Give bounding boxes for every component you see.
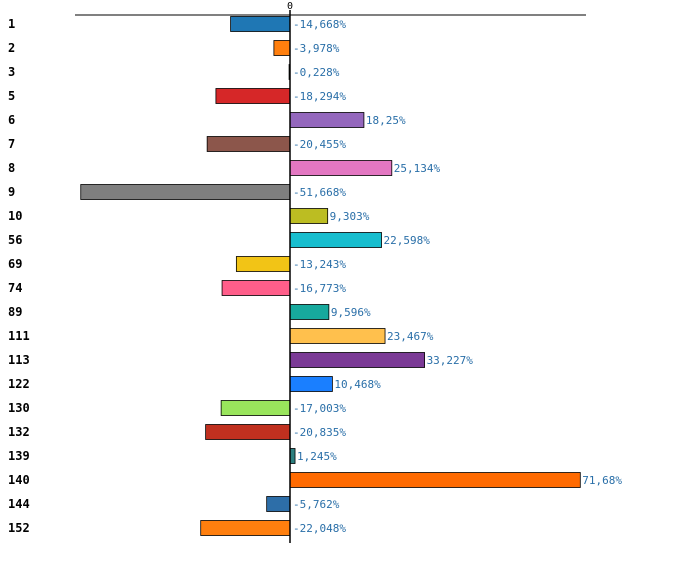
value-label: 1,245% [297, 450, 337, 463]
bar [206, 136, 291, 152]
bar [215, 88, 291, 104]
category-label: 56 [8, 233, 22, 247]
category-label: 139 [8, 449, 30, 463]
value-label: -51,668% [293, 186, 346, 199]
category-label: 130 [8, 401, 30, 415]
category-label: 152 [8, 521, 30, 535]
value-label: -20,835% [293, 426, 346, 439]
value-label: 23,467% [387, 330, 434, 343]
category-label: 122 [8, 377, 30, 391]
category-label: 89 [8, 305, 22, 319]
value-label: 25,134% [394, 162, 441, 175]
bar [220, 400, 291, 416]
category-label: 6 [8, 113, 15, 127]
bar [289, 328, 386, 344]
bar [273, 40, 291, 56]
bar [289, 160, 393, 176]
bar [235, 256, 291, 272]
bar [205, 424, 291, 440]
category-label: 144 [8, 497, 30, 511]
value-label: -18,294% [293, 90, 346, 103]
value-label: 9,303% [330, 210, 370, 223]
value-label: 10,468% [334, 378, 381, 391]
bar [230, 16, 291, 32]
bar [289, 472, 581, 488]
bar [80, 184, 291, 200]
value-label: 33,227% [427, 354, 474, 367]
bar [289, 376, 333, 392]
bar [221, 280, 291, 296]
value-label: 22,598% [384, 234, 431, 247]
category-label: 74 [8, 281, 22, 295]
category-label: 132 [8, 425, 30, 439]
category-label: 3 [8, 65, 15, 79]
value-label: -16,773% [293, 282, 346, 295]
value-label: -5,762% [293, 498, 340, 511]
category-label: 8 [8, 161, 15, 175]
value-label: -17,003% [293, 402, 346, 415]
value-label: 18,25% [366, 114, 406, 127]
value-label: -14,668% [293, 18, 346, 31]
zero-tick-label: 0 [287, 1, 293, 12]
category-label: 5 [8, 89, 15, 103]
bar [289, 208, 329, 224]
value-label: -0,228% [293, 66, 340, 79]
bar [266, 496, 291, 512]
bar [289, 352, 425, 368]
category-label: 113 [8, 353, 30, 367]
category-label: 69 [8, 257, 22, 271]
value-label: -13,243% [293, 258, 346, 271]
category-label: 7 [8, 137, 15, 151]
category-label: 2 [8, 41, 15, 55]
category-label: 1 [8, 17, 15, 31]
value-label: -20,455% [293, 138, 346, 151]
bar [289, 232, 382, 248]
category-label: 9 [8, 185, 15, 199]
category-label: 111 [8, 329, 30, 343]
value-label: -22,048% [293, 522, 346, 535]
bar [289, 112, 365, 128]
category-label: 10 [8, 209, 22, 223]
value-label: -3,978% [293, 42, 340, 55]
bar [289, 304, 330, 320]
bar [200, 520, 291, 536]
bar [289, 448, 296, 464]
value-label: 9,596% [331, 306, 371, 319]
value-label: 71,68% [582, 474, 622, 487]
category-label: 140 [8, 473, 30, 487]
bars-layer: 1 -14,668% 2 -3,978% 3 -0,228% 5 -18,294% 6 18,25… [8, 16, 622, 536]
